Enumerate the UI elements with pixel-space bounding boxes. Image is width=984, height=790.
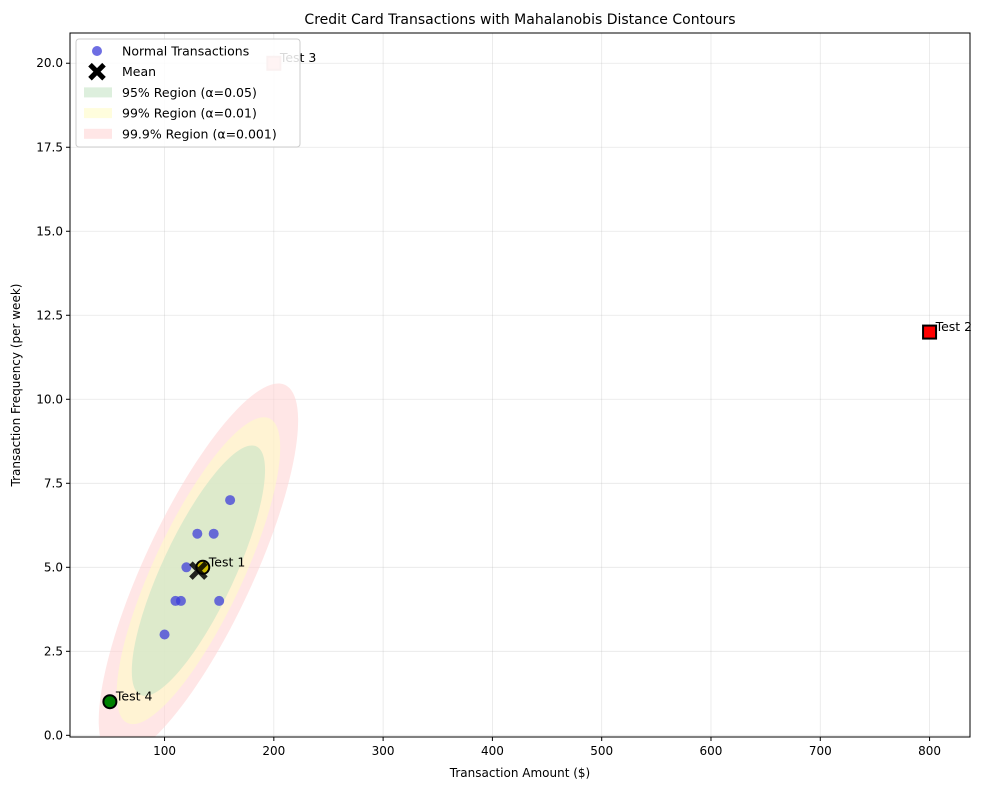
- y-tick-label: 12.5: [36, 308, 63, 322]
- x-tick-label: 300: [372, 744, 395, 758]
- y-tick-label: 15.0: [36, 224, 63, 238]
- x-tick-label: 500: [590, 744, 613, 758]
- test-point-marker: [922, 324, 938, 340]
- legend-frame: [75, 38, 301, 148]
- mean-marker: [189, 561, 208, 580]
- y-tick-label: 17.5: [36, 140, 63, 154]
- legend-entry: Normal Transactions: [122, 44, 249, 59]
- legend: Normal Transactions Mean 95% Region (α=0.0…: [75, 38, 301, 148]
- test-point-label: Test 4: [115, 689, 153, 704]
- legend-entry: 99% Region (α=0.01): [122, 106, 257, 121]
- test-point-label: Test 2: [935, 319, 973, 334]
- y-tick-label: 5.0: [44, 560, 63, 574]
- y-tick-label: 2.5: [44, 644, 63, 658]
- normal-transaction-point: [225, 495, 236, 506]
- y-tick-label: 20.0: [36, 56, 63, 70]
- legend-swatch: [84, 108, 112, 119]
- normal-transaction-point: [214, 595, 225, 606]
- x-tick-label: 600: [700, 744, 723, 758]
- test-point-marker: [102, 694, 118, 710]
- x-tick-label: 700: [809, 744, 832, 758]
- legend-swatch: [84, 128, 112, 139]
- x-tick-label: 800: [918, 744, 941, 758]
- y-tick-label: 0.0: [44, 728, 63, 742]
- test-point-label: Test 1: [208, 554, 246, 569]
- x-tick-label: 100: [153, 744, 176, 758]
- legend-entry: 95% Region (α=0.05): [122, 85, 257, 100]
- legend-marker-circle: [92, 46, 102, 56]
- y-tick-label: 10.0: [36, 392, 63, 406]
- y-axis-label: Transaction Frequency (per week): [9, 284, 23, 488]
- x-tick-label: 400: [481, 744, 504, 758]
- x-axis-label: Transaction Amount ($): [449, 766, 590, 780]
- normal-transaction-point: [192, 528, 203, 539]
- y-tick-label: 7.5: [44, 476, 63, 490]
- normal-transaction-point: [175, 595, 186, 606]
- normal-transaction-point: [208, 528, 219, 539]
- normal-transaction-point: [181, 562, 192, 573]
- legend-swatch: [84, 87, 112, 98]
- normal-transaction-point: [159, 629, 170, 640]
- legend-marker-x: [88, 62, 106, 81]
- plot-frame: [69, 32, 971, 738]
- x-tick-label: 200: [262, 744, 285, 758]
- legend-entry: 99.9% Region (α=0.001): [122, 126, 277, 141]
- legend-entry: Mean: [122, 64, 156, 79]
- chart-title: Credit Card Transactions with Mahalanobi…: [304, 12, 735, 28]
